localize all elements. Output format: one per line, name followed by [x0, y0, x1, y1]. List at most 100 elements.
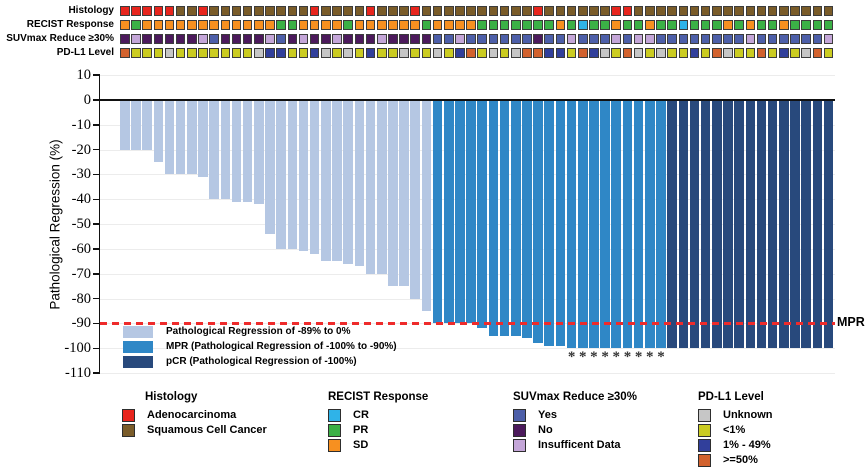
track-cell-suvmax — [175, 34, 186, 44]
track-cell-suvmax — [488, 34, 499, 44]
track-cell-suvmax — [622, 34, 633, 44]
track-cell-histology — [332, 6, 342, 16]
patient-bar — [298, 101, 309, 252]
track-cell-recist — [142, 20, 152, 30]
patient-bar — [499, 101, 510, 336]
track-cell-suvmax — [153, 34, 164, 44]
legend-swatch — [698, 409, 711, 422]
patient-bar — [533, 101, 543, 344]
track-cell-histology — [198, 6, 208, 16]
track-cell-suvmax — [823, 34, 834, 44]
track-cell-histology — [421, 6, 432, 16]
patient-bar — [388, 101, 398, 287]
patient-bar — [153, 101, 164, 163]
y-tick-label: 10 — [76, 67, 92, 84]
track-cell-histology — [466, 6, 476, 16]
track-cell-recist — [689, 20, 700, 30]
patient-bar — [510, 101, 521, 336]
patient-bar — [633, 101, 644, 349]
track-cell-suvmax — [756, 34, 767, 44]
track-cell-suvmax — [120, 34, 130, 44]
track-cell-recist — [309, 20, 320, 30]
patient-bar — [667, 101, 677, 349]
y-tick — [93, 74, 100, 76]
track-cell-histology — [298, 6, 309, 16]
track-cell-recist — [488, 20, 499, 30]
track-cell-recist — [734, 20, 744, 30]
asterisk-marker: * — [623, 349, 632, 366]
track-cell-histology — [689, 6, 700, 16]
track-cell-recist — [700, 20, 711, 30]
gridline — [100, 75, 835, 77]
track-cell-pdl1 — [667, 48, 677, 58]
patient-bar — [745, 101, 756, 349]
patient-bar — [432, 101, 443, 324]
track-cell-pdl1 — [600, 48, 610, 58]
track-cell-pdl1 — [566, 48, 577, 58]
track-cell-suvmax — [767, 34, 778, 44]
track-cell-pdl1 — [488, 48, 499, 58]
patient-bar — [577, 101, 588, 349]
patient-bar — [767, 101, 778, 349]
track-cell-recist — [466, 20, 476, 30]
track-cell-histology — [600, 6, 610, 16]
track-cell-pdl1 — [723, 48, 733, 58]
track-cell-pdl1 — [689, 48, 700, 58]
patient-bar — [678, 101, 689, 349]
patient-bar — [242, 101, 253, 202]
track-cell-pdl1 — [198, 48, 208, 58]
track-cell-histology — [220, 6, 231, 16]
y-tick-label: -30 — [71, 166, 91, 183]
track-cell-recist — [376, 20, 387, 30]
asterisk-marker: * — [567, 349, 576, 366]
y-tick — [93, 173, 100, 176]
plot-legend-label: pCR (Pathological Regression of -100%) — [166, 356, 357, 367]
track-cell-recist — [656, 20, 666, 30]
track-cell-histology — [365, 6, 376, 16]
track-cell-recist — [544, 20, 555, 30]
legend-swatch — [513, 424, 526, 437]
legend-group-title: SUVmax Reduce ≥30% — [513, 391, 637, 403]
track-cell-pdl1 — [611, 48, 622, 58]
patient-bar — [332, 101, 342, 262]
track-cell-pdl1 — [209, 48, 219, 58]
track-cell-histology — [455, 6, 465, 16]
track-cell-histology — [522, 6, 532, 16]
track-cell-recist — [265, 20, 275, 30]
track-cell-histology — [790, 6, 800, 16]
gridline — [100, 373, 835, 375]
patient-bar — [354, 101, 365, 267]
legend-swatch — [328, 439, 341, 452]
legend-swatch — [513, 439, 526, 452]
patient-bar — [644, 101, 655, 349]
track-cell-suvmax — [131, 34, 141, 44]
track-cell-recist — [421, 20, 432, 30]
y-tick-label: -50 — [71, 216, 91, 233]
patient-bar — [600, 101, 610, 349]
y-tick — [93, 372, 100, 374]
track-cell-histology — [432, 6, 443, 16]
track-cell-pdl1 — [376, 48, 387, 58]
track-cell-recist — [477, 20, 488, 30]
track-cell-recist — [801, 20, 811, 30]
track-cell-pdl1 — [756, 48, 767, 58]
track-cell-pdl1 — [399, 48, 409, 58]
track-cell-pdl1 — [633, 48, 644, 58]
zero-baseline — [100, 98, 835, 102]
legend-swatch — [698, 439, 711, 452]
track-cell-histology — [131, 6, 141, 16]
patient-bar — [812, 101, 823, 349]
track-cell-recist — [622, 20, 633, 30]
y-tick — [93, 322, 100, 325]
asterisk-marker: * — [646, 349, 654, 366]
track-cell-pdl1 — [812, 48, 823, 58]
track-cell-pdl1 — [499, 48, 510, 58]
track-cell-pdl1 — [332, 48, 342, 58]
asterisk-marker: * — [612, 349, 621, 366]
track-cell-pdl1 — [767, 48, 778, 58]
track-cell-suvmax — [254, 34, 264, 44]
asterisk-marker: * — [657, 349, 665, 366]
track-cell-histology — [589, 6, 599, 16]
track-cell-pdl1 — [656, 48, 666, 58]
